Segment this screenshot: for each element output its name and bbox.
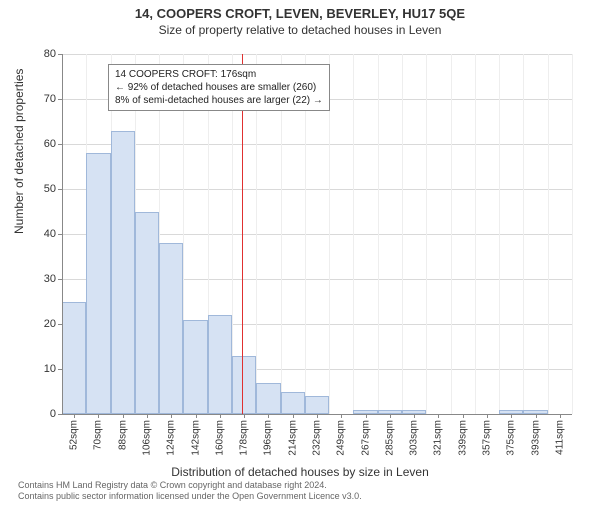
ytick-label: 60 — [0, 138, 56, 150]
histogram-bar — [135, 212, 159, 415]
xtick-label: 88sqm — [117, 420, 128, 450]
gridline-v — [499, 54, 500, 414]
ytick-label: 70 — [0, 93, 56, 105]
y-axis-line — [62, 54, 63, 414]
gridline-h — [62, 54, 572, 55]
xtick-label: 52sqm — [69, 420, 80, 450]
xtick-label: 393sqm — [530, 420, 541, 456]
xtick-label: 303sqm — [409, 420, 420, 456]
ytick-label: 50 — [0, 183, 56, 195]
xtick-label: 178sqm — [239, 420, 250, 456]
ytick-label: 80 — [0, 48, 56, 60]
gridline-v — [572, 54, 573, 414]
histogram-bar — [62, 302, 86, 415]
xtick-label: 267sqm — [360, 420, 371, 456]
histogram-bar — [183, 320, 207, 415]
xtick-label: 70sqm — [93, 420, 104, 450]
annotation-line-2: ← 92% of detached houses are smaller (26… — [115, 81, 323, 94]
histogram-bar — [111, 131, 135, 415]
ytick-label: 40 — [0, 228, 56, 240]
annotation-box: 14 COOPERS CROFT: 176sqm← 92% of detache… — [108, 64, 330, 111]
ytick-label: 20 — [0, 318, 56, 330]
gridline-v — [548, 54, 549, 414]
gridline-v — [353, 54, 354, 414]
gridline-v — [426, 54, 427, 414]
x-axis-line — [62, 414, 572, 415]
xtick-label: 196sqm — [263, 420, 274, 456]
ytick-label: 0 — [0, 408, 56, 420]
gridline-h — [62, 189, 572, 190]
xtick-label: 285sqm — [384, 420, 395, 456]
xtick-label: 124sqm — [166, 420, 177, 456]
gridline-v — [523, 54, 524, 414]
histogram-bar — [208, 315, 232, 414]
xtick-label: 339sqm — [457, 420, 468, 456]
gridline-h — [62, 144, 572, 145]
annotation-line-1: 14 COOPERS CROFT: 176sqm — [115, 68, 323, 81]
ytick-label: 30 — [0, 273, 56, 285]
xtick-label: 357sqm — [482, 420, 493, 456]
xtick-label: 375sqm — [506, 420, 517, 456]
xtick-label: 411sqm — [554, 420, 565, 455]
xtick-label: 106sqm — [142, 420, 153, 456]
xtick-label: 249sqm — [336, 420, 347, 456]
histogram-bar — [305, 396, 329, 414]
histogram-bar — [86, 153, 110, 414]
xtick-label: 321sqm — [433, 420, 444, 456]
annotation-line-3: 8% of semi-detached houses are larger (2… — [115, 94, 323, 107]
histogram-bar — [232, 356, 256, 415]
gridline-v — [475, 54, 476, 414]
chart-title-sub: Size of property relative to detached ho… — [0, 23, 600, 37]
histogram-bar — [159, 243, 183, 414]
histogram-bar — [256, 383, 280, 415]
histogram-bar — [281, 392, 305, 415]
gridline-v — [378, 54, 379, 414]
chart-title-main: 14, COOPERS CROFT, LEVEN, BEVERLEY, HU17… — [0, 6, 600, 21]
footer-line-1: Contains HM Land Registry data © Crown c… — [18, 480, 362, 491]
footer-attribution: Contains HM Land Registry data © Crown c… — [18, 480, 362, 503]
xtick-label: 142sqm — [190, 420, 201, 456]
chart-plot-area: 14 COOPERS CROFT: 176sqm← 92% of detache… — [62, 54, 572, 414]
x-axis-label: Distribution of detached houses by size … — [0, 465, 600, 479]
gridline-v — [451, 54, 452, 414]
gridline-v — [402, 54, 403, 414]
xtick-label: 160sqm — [214, 420, 225, 456]
ytick-label: 10 — [0, 363, 56, 375]
xtick-label: 232sqm — [312, 420, 323, 456]
footer-line-2: Contains public sector information licen… — [18, 491, 362, 502]
xtick-label: 214sqm — [287, 420, 298, 456]
